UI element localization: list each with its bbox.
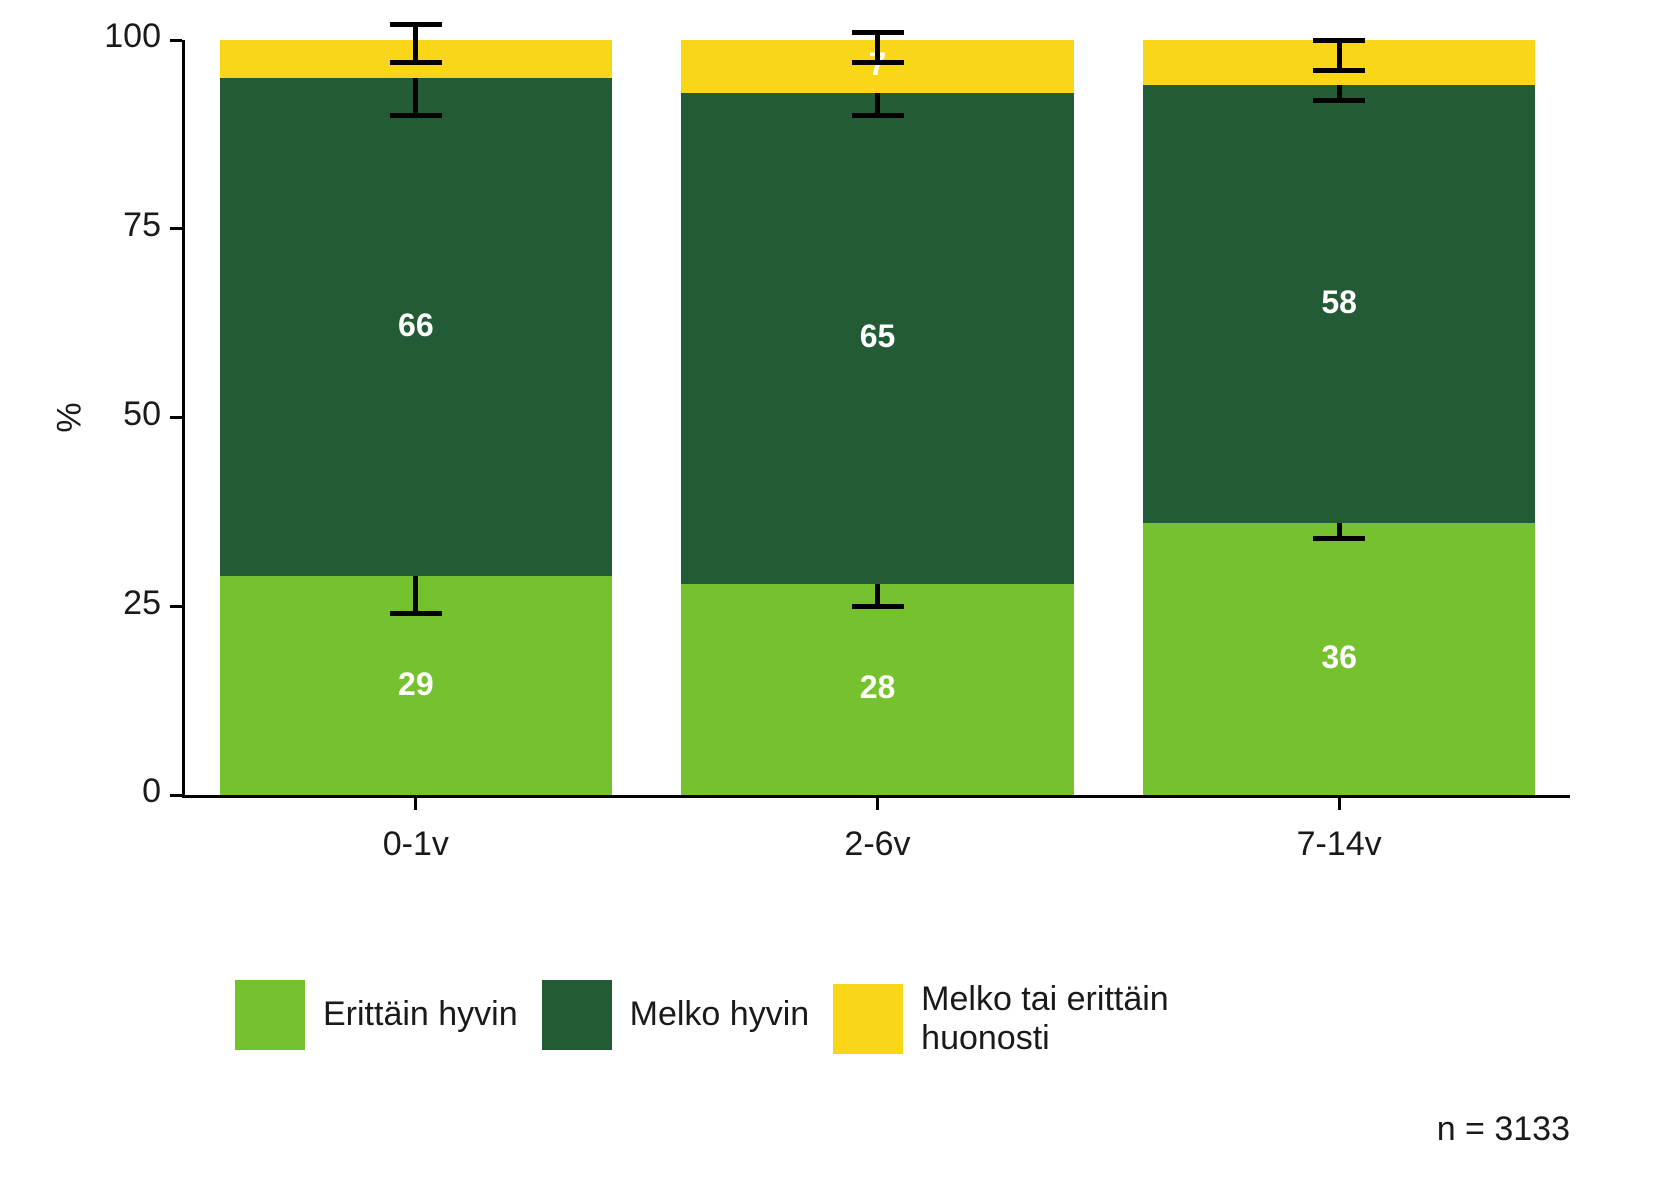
y-tick-label: 75: [123, 206, 161, 245]
bar-segment: [1143, 85, 1535, 523]
y-axis-line: [182, 40, 185, 795]
legend-swatch: [542, 980, 612, 1050]
legend-label: Melko tai erittäinhuonosti: [921, 980, 1169, 1058]
legend-label: Erittäin hyvin: [323, 995, 518, 1034]
x-tick-mark: [414, 798, 417, 810]
bar-segment: [1143, 523, 1535, 795]
x-tick-mark: [1338, 798, 1341, 810]
y-tick-label: 50: [123, 395, 161, 434]
y-tick-mark: [170, 39, 182, 42]
bar-segment: [681, 584, 1073, 795]
y-tick-mark: [170, 227, 182, 230]
category-label: 2-6v: [647, 825, 1109, 864]
bar-segment: [1143, 40, 1535, 85]
y-tick-mark: [170, 605, 182, 608]
legend-item: Erittäin hyvin: [235, 980, 518, 1050]
legend-label: Melko hyvin: [630, 995, 810, 1034]
y-tick-mark: [170, 794, 182, 797]
bar-segment: [220, 78, 612, 576]
legend-item: Melko hyvin: [542, 980, 810, 1050]
legend-swatch: [833, 984, 903, 1054]
y-tick-label: 0: [142, 772, 161, 811]
bar-segment: [220, 40, 612, 78]
y-tick-label: 100: [104, 17, 161, 56]
bar-segment: [681, 93, 1073, 584]
x-tick-mark: [876, 798, 879, 810]
category-label: 7-14v: [1108, 825, 1570, 864]
bar-segment: [681, 40, 1073, 93]
legend-swatch: [235, 980, 305, 1050]
legend: Erittäin hyvin Melko hyvin Melko tai eritt…: [235, 980, 1169, 1058]
legend-item: Melko tai erittäinhuonosti: [833, 980, 1169, 1058]
bar-segment: [220, 576, 612, 795]
y-tick-mark: [170, 416, 182, 419]
error-bar-cap: [390, 22, 442, 27]
category-label: 0-1v: [185, 825, 647, 864]
chart-root: 0255075100%0-1v29662-6v286577-14v3658Eri…: [0, 0, 1653, 1181]
error-bar-cap: [852, 30, 904, 35]
sample-size-note: n = 3133: [1437, 1110, 1570, 1149]
y-axis-label: %: [51, 402, 90, 432]
y-tick-label: 25: [123, 584, 161, 623]
